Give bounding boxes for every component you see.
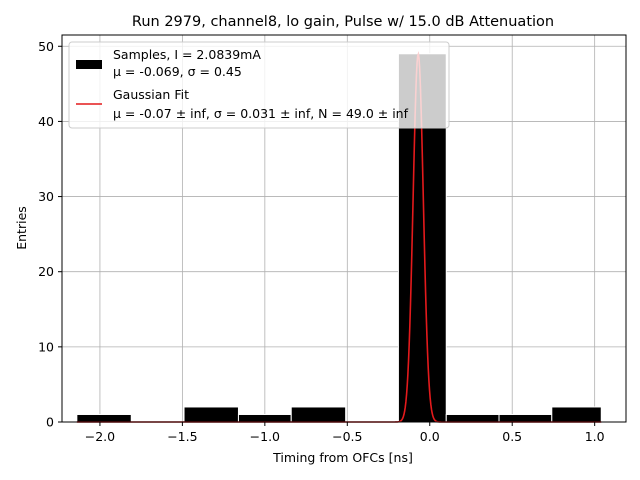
chart-title: Run 2979, channel8, lo gain, Pulse w/ 15… <box>132 14 554 30</box>
y-tick-label: 10 <box>38 339 54 354</box>
x-tick-label: 0.0 <box>420 429 440 444</box>
y-tick-label: 20 <box>38 264 54 279</box>
x-tick-label: −1.0 <box>250 429 280 444</box>
x-tick-label: 0.5 <box>502 429 522 444</box>
plot-frame <box>61 34 627 423</box>
legend-box <box>68 41 450 129</box>
histogram-bar <box>498 413 553 423</box>
y-tick-label: 40 <box>38 114 54 129</box>
histogram-bar <box>551 406 602 423</box>
legend-fit-line2: μ = -0.07 ± inf, σ = 0.031 ± inf, N = 49… <box>113 106 409 121</box>
x-tick-label: 1.0 <box>585 429 605 444</box>
y-tick-label: 30 <box>38 189 54 204</box>
legend-samples-line1: Samples, I = 2.0839mA <box>113 47 261 62</box>
legend-samples-line2: μ = -0.069, σ = 0.45 <box>113 64 242 79</box>
y-axis-ticks: 0 10 20 30 40 50 <box>38 39 62 430</box>
legend-samples-swatch <box>76 60 102 69</box>
y-tick-label: 0 <box>46 415 54 430</box>
x-tick-label: −1.5 <box>167 429 197 444</box>
histogram-bar <box>76 413 132 423</box>
x-axis-ticks: −2.0 −1.5 −1.0 −0.5 0.0 0.5 1.0 <box>85 422 605 444</box>
y-axis-label: Entries <box>14 206 29 250</box>
histogram-bar <box>237 413 292 423</box>
x-tick-label: −2.0 <box>85 429 115 444</box>
legend: Samples, I = 2.0839mA μ = -0.069, σ = 0.… <box>68 41 450 129</box>
histogram-bar <box>445 413 500 423</box>
histogram-bar <box>290 406 347 423</box>
x-tick-label: −0.5 <box>332 429 362 444</box>
histogram-bar <box>183 406 239 423</box>
x-axis-label: Timing from OFCs [ns] <box>272 450 413 465</box>
y-tick-label: 50 <box>38 39 54 54</box>
legend-fit-line1: Gaussian Fit <box>113 87 189 102</box>
